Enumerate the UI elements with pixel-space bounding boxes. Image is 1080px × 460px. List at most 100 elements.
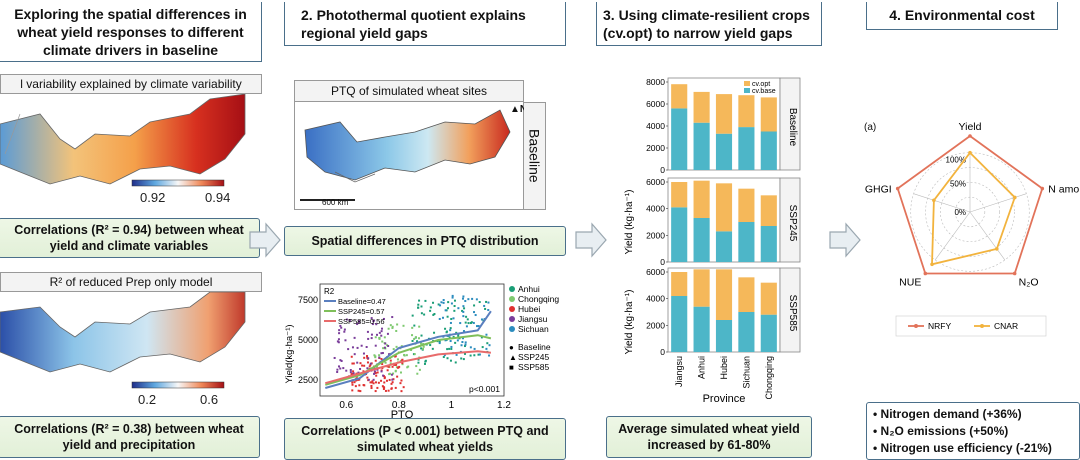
scatter-point [382, 374, 385, 377]
scatter-point [449, 321, 452, 324]
scatter-point [386, 369, 389, 372]
scatter-point [373, 319, 376, 322]
radar-axis-line [913, 193, 971, 213]
scatter-point [375, 374, 378, 377]
scatter-point [420, 334, 423, 337]
scatter-point [370, 317, 373, 320]
scatter-point [449, 359, 452, 362]
scatter-ytick: 7500 [298, 295, 318, 305]
province-legend-label: Jiangsu [518, 314, 548, 324]
scatter-point [373, 370, 376, 373]
scatter-point [446, 357, 449, 360]
scatter-point [442, 298, 445, 301]
province-legend-marker [509, 286, 515, 292]
scatter-point [370, 387, 373, 390]
scatter-point [349, 369, 352, 372]
bar-cv-base [693, 218, 710, 262]
scatter-point [454, 361, 457, 364]
scatter-point [337, 338, 340, 341]
scatter-point [338, 332, 341, 335]
scatter-point [345, 318, 348, 321]
scatter-point [407, 365, 410, 368]
scatter-point [418, 299, 421, 302]
bar-cv-opt [715, 183, 733, 232]
scatter-point [478, 301, 481, 304]
scatter-point [423, 313, 426, 316]
scatter-point [395, 345, 398, 348]
scatter-point [382, 387, 385, 390]
bar-ylabel-2: Yield (kg·ha⁻¹) [624, 290, 635, 355]
scatter-point [384, 389, 387, 392]
scatter-point [464, 341, 467, 344]
bar-ytick: 0 [660, 257, 665, 267]
scatter-point [462, 337, 465, 340]
scatter-point [396, 358, 399, 361]
scatter-point [377, 381, 380, 384]
scatter-point [462, 315, 465, 318]
scatter-point [447, 301, 450, 304]
bar-cv-opt [738, 95, 755, 128]
bar-cv-base [671, 207, 688, 262]
scatter-point [343, 328, 346, 331]
scatter-point [453, 305, 456, 308]
scatter-point [429, 344, 432, 347]
province-legend-marker [509, 316, 515, 322]
scatter-point [438, 317, 441, 320]
bar-ytick: 2000 [646, 143, 665, 153]
scatter-point [336, 368, 339, 371]
scatter-point [396, 323, 399, 326]
scatter-point [392, 378, 395, 381]
scatter-point [488, 354, 491, 357]
scatter-ytick: 5000 [298, 335, 318, 345]
scatter-point [463, 307, 466, 310]
scatter-point [374, 356, 377, 359]
scatter-point [358, 384, 361, 387]
scatter-point [439, 304, 442, 307]
bar-panel-label: SSP245 [787, 205, 798, 242]
bar-category-label: Chongqing [764, 356, 774, 400]
scatter-point [352, 372, 355, 375]
scatter-point [382, 386, 385, 389]
bar-cv-base [738, 312, 755, 352]
panel2: 2. Photothermal quotient explains region… [282, 0, 572, 460]
scatter-point [382, 347, 385, 350]
scatter-point [387, 327, 390, 330]
scatter-point [457, 307, 460, 310]
scenario-legend-marker: ■ [509, 363, 514, 372]
scatter-point [441, 316, 444, 319]
scatter-point [449, 327, 452, 330]
scatter-point [471, 297, 474, 300]
scatter-point [385, 379, 388, 382]
scatter-point [485, 300, 488, 303]
scatter-point [358, 320, 361, 323]
scatter-point [339, 324, 342, 327]
scatter-point [358, 321, 361, 324]
scatter-point [389, 362, 392, 365]
bar-ytick: 8000 [646, 77, 665, 87]
scatter-point [396, 375, 399, 378]
scatter-point [366, 376, 369, 379]
scatter-point [411, 326, 414, 329]
scatter-point [351, 381, 354, 384]
province-legend-marker [509, 306, 515, 312]
bar-cv-base [715, 320, 733, 352]
scatter-point [389, 359, 392, 362]
scatter-point [411, 334, 414, 337]
scatter-point [339, 367, 342, 370]
scatter-point [438, 340, 441, 343]
map-top-tick-high: 0.94 [205, 190, 231, 205]
bar-cv-opt [671, 182, 688, 208]
scatter-point [455, 353, 458, 356]
scatter-point [453, 309, 456, 312]
scatter-point [366, 361, 369, 364]
scatter-point [453, 299, 456, 302]
bar-cv-base [760, 131, 777, 170]
scatter-point [391, 365, 394, 368]
province-legend-label: Sichuan [518, 324, 549, 334]
scatter-point [380, 330, 383, 333]
bar-cv-opt [715, 269, 733, 320]
scatter-point [486, 342, 489, 345]
arrow-2-icon [575, 222, 607, 258]
scatter-point [348, 319, 351, 322]
scatter-point [418, 325, 421, 328]
